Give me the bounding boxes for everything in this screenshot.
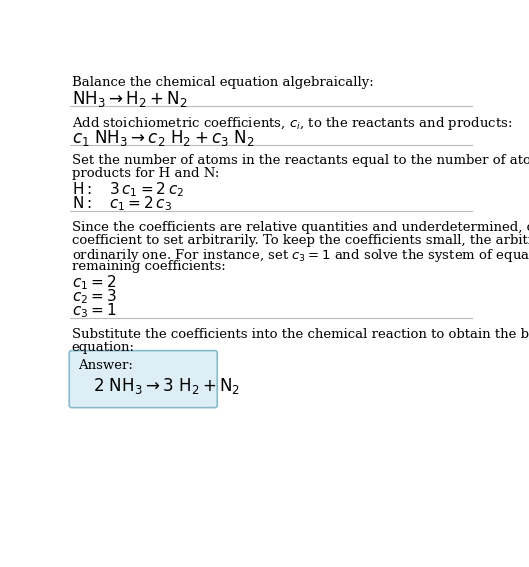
Text: ordinarily one. For instance, set $c_3 = 1$ and solve the system of equations fo: ordinarily one. For instance, set $c_3 =… <box>71 247 529 264</box>
Text: $\mathrm{NH_3}  \rightarrow  \mathrm{H_2 + N_2}$: $\mathrm{NH_3} \rightarrow \mathrm{H_2 +… <box>71 89 187 109</box>
Text: $\mathrm{N:}\quad c_1 = 2\,c_3$: $\mathrm{N:}\quad c_1 = 2\,c_3$ <box>71 194 172 213</box>
Text: $\mathrm{H:}\quad 3\,c_1 = 2\,c_2$: $\mathrm{H:}\quad 3\,c_1 = 2\,c_2$ <box>71 180 184 199</box>
FancyBboxPatch shape <box>69 350 217 408</box>
Text: $c_2 = 3$: $c_2 = 3$ <box>71 287 116 306</box>
Text: Add stoichiometric coefficients, $c_i$, to the reactants and products:: Add stoichiometric coefficients, $c_i$, … <box>71 115 512 132</box>
Text: $c_1\ \mathrm{NH_3}  \rightarrow  c_2\ \mathrm{H_2} + c_3\ \mathrm{N_2}$: $c_1\ \mathrm{NH_3} \rightarrow c_2\ \ma… <box>71 128 254 148</box>
Text: coefficient to set arbitrarily. To keep the coefficients small, the arbitrary va: coefficient to set arbitrarily. To keep … <box>71 234 529 247</box>
Text: products for H and N:: products for H and N: <box>71 167 219 180</box>
Text: Set the number of atoms in the reactants equal to the number of atoms in the: Set the number of atoms in the reactants… <box>71 154 529 167</box>
Text: $c_3 = 1$: $c_3 = 1$ <box>71 301 116 320</box>
Text: equation:: equation: <box>71 341 134 354</box>
Text: Balance the chemical equation algebraically:: Balance the chemical equation algebraica… <box>71 76 373 89</box>
Text: Substitute the coefficients into the chemical reaction to obtain the balanced: Substitute the coefficients into the che… <box>71 328 529 341</box>
Text: remaining coefficients:: remaining coefficients: <box>71 260 225 273</box>
Text: Since the coefficients are relative quantities and underdetermined, choose a: Since the coefficients are relative quan… <box>71 221 529 234</box>
Text: Answer:: Answer: <box>78 359 133 372</box>
Text: $c_1 = 2$: $c_1 = 2$ <box>71 274 116 293</box>
Text: $2\ \mathrm{NH_3}  \rightarrow  3\ \mathrm{H_2} + \mathrm{N_2}$: $2\ \mathrm{NH_3} \rightarrow 3\ \mathrm… <box>93 376 241 396</box>
